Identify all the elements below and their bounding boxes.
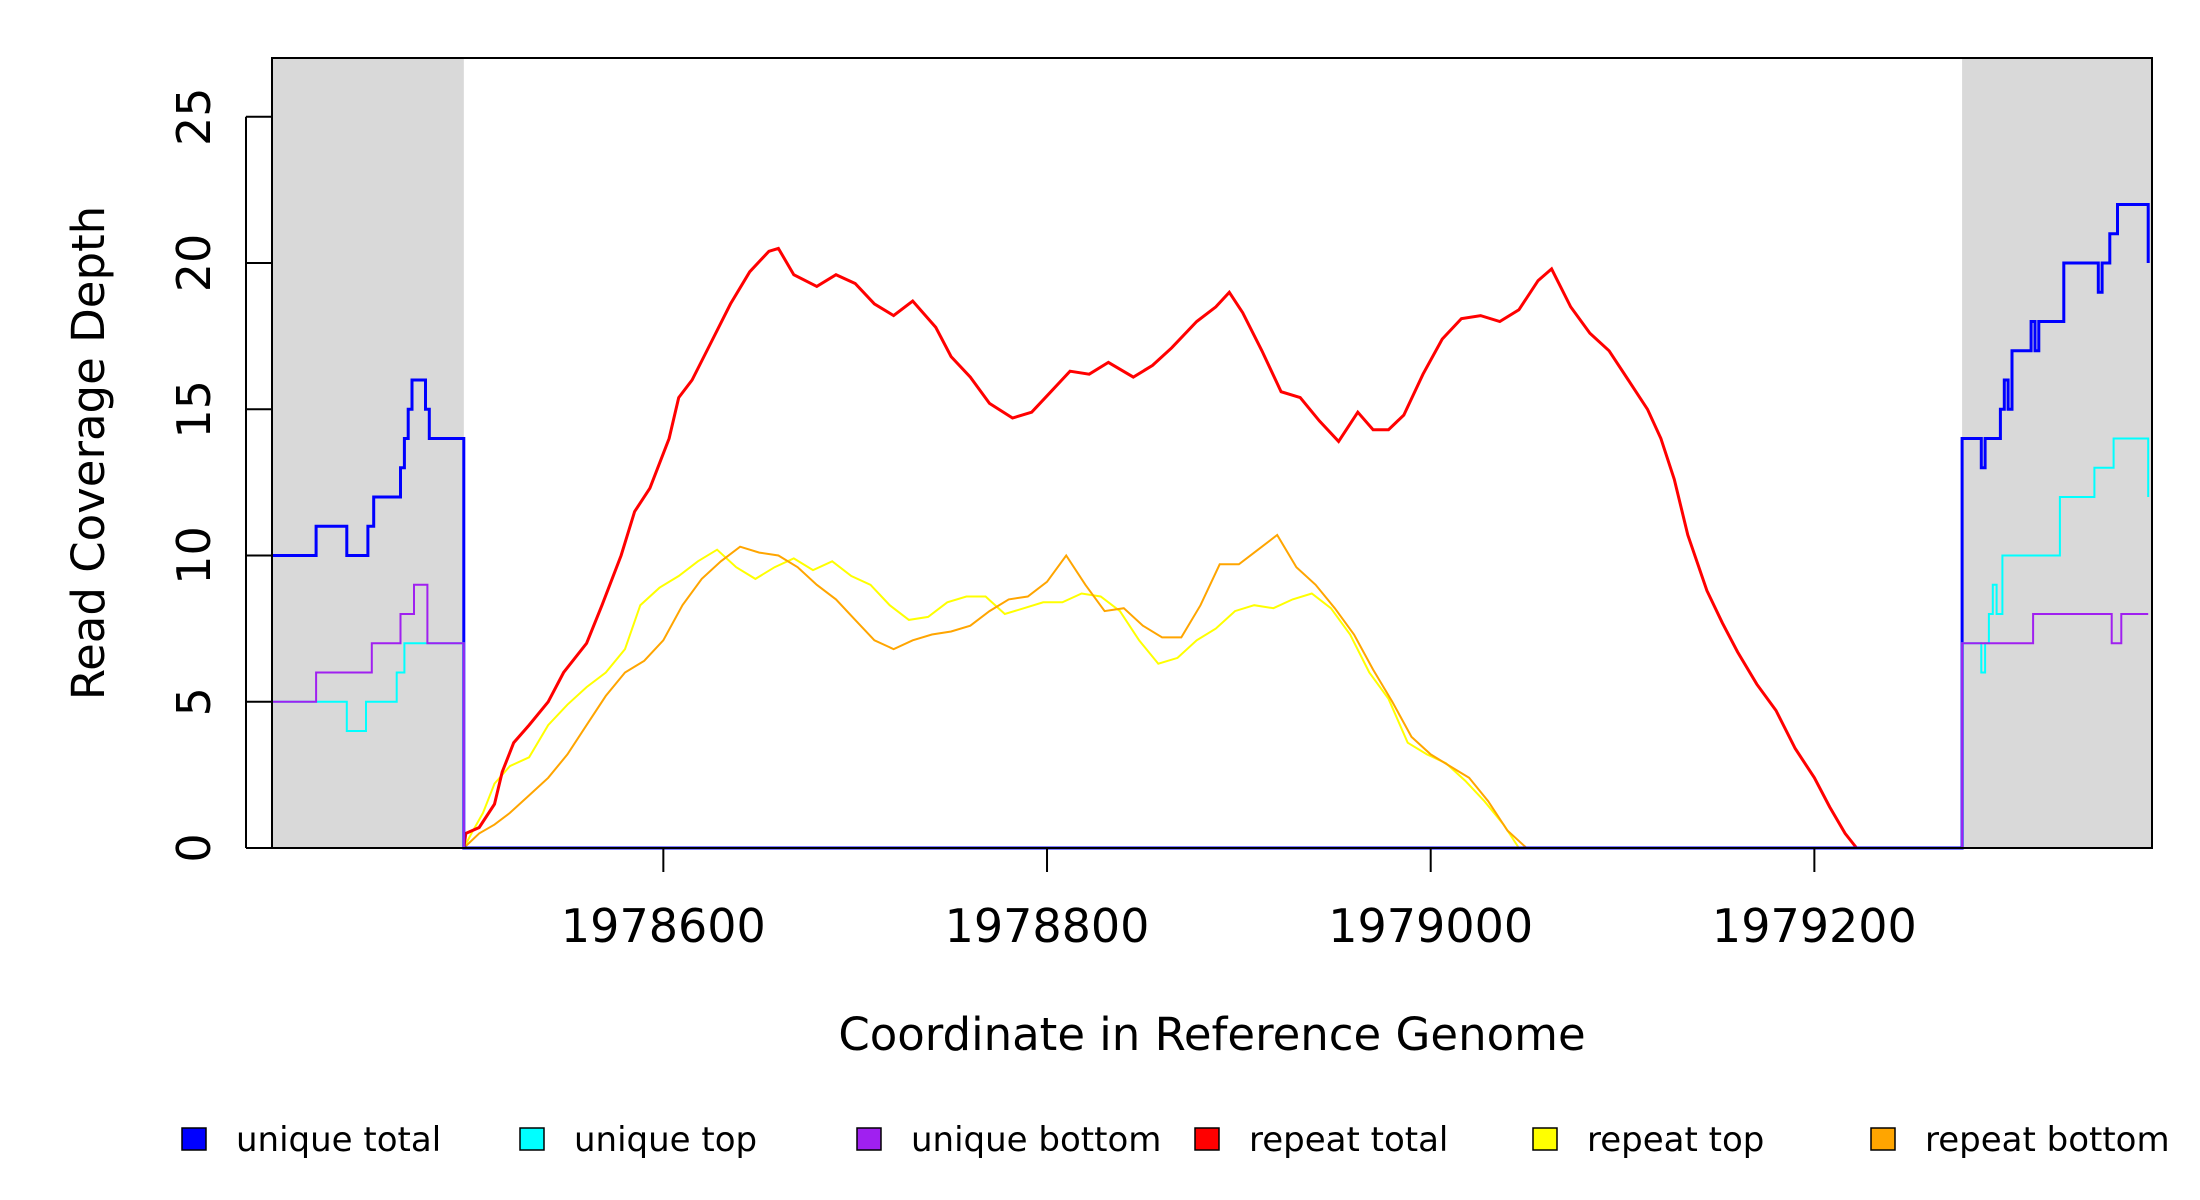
legend-swatch xyxy=(1194,1127,1220,1151)
x-tick-label: 1978800 xyxy=(945,899,1150,953)
axes: 1978600 1978800 1979000 1979200 0 5 10 15 20 25 xyxy=(167,87,1917,953)
series-line-unique-top xyxy=(272,437,2150,849)
x-axis-title: Coordinate in Reference Genome xyxy=(838,1008,1585,1061)
series-line-repeat-top xyxy=(462,548,1520,849)
legend-item: repeat total xyxy=(1194,1120,1448,1160)
x-tick-label: 1979000 xyxy=(1328,899,1533,953)
legend-item: repeat bottom xyxy=(1870,1120,2170,1160)
legend-item: repeat top xyxy=(1532,1120,1764,1160)
legend-item: unique top xyxy=(519,1120,757,1160)
y-tick-label: 20 xyxy=(167,234,221,293)
legend-label: unique top xyxy=(574,1120,757,1160)
plot-frame xyxy=(271,57,2153,849)
legend-swatch xyxy=(1532,1127,1558,1151)
y-tick-label: 25 xyxy=(167,87,221,146)
legend-swatch xyxy=(1870,1127,1896,1151)
shaded-region-1 xyxy=(1962,58,2152,848)
y-axis-title: Read Coverage Depth xyxy=(62,206,115,700)
y-tick-label: 15 xyxy=(167,380,221,439)
y-tick-label: 0 xyxy=(167,833,221,862)
series-line-repeat-bottom xyxy=(463,533,1528,849)
legend-label: unique bottom xyxy=(911,1120,1161,1160)
legend-label: repeat top xyxy=(1587,1120,1764,1160)
legend-label: repeat bottom xyxy=(1925,1120,2170,1160)
x-tick-label: 1979200 xyxy=(1712,899,1917,953)
legend-item: unique total xyxy=(181,1120,441,1160)
legend-swatch xyxy=(519,1127,545,1151)
series-line-unique-bottom xyxy=(272,583,2149,849)
legend-label: repeat total xyxy=(1249,1120,1448,1160)
legend-label: unique total xyxy=(236,1120,441,1160)
series-line-repeat-total xyxy=(462,246,1858,849)
series-line-unique-total xyxy=(272,203,2150,850)
shaded-regions xyxy=(272,58,2152,848)
legend-item: unique bottom xyxy=(856,1120,1161,1160)
legend-swatch xyxy=(181,1127,207,1151)
y-tick-label: 5 xyxy=(167,687,221,716)
shaded-region-0 xyxy=(272,58,464,848)
legend-swatch xyxy=(856,1127,882,1151)
x-tick-label: 1978600 xyxy=(561,899,766,953)
y-tick-label: 10 xyxy=(167,526,221,585)
series-lines xyxy=(272,203,2150,850)
legend: unique total unique top unique bottom repea… xyxy=(181,1120,2170,1160)
